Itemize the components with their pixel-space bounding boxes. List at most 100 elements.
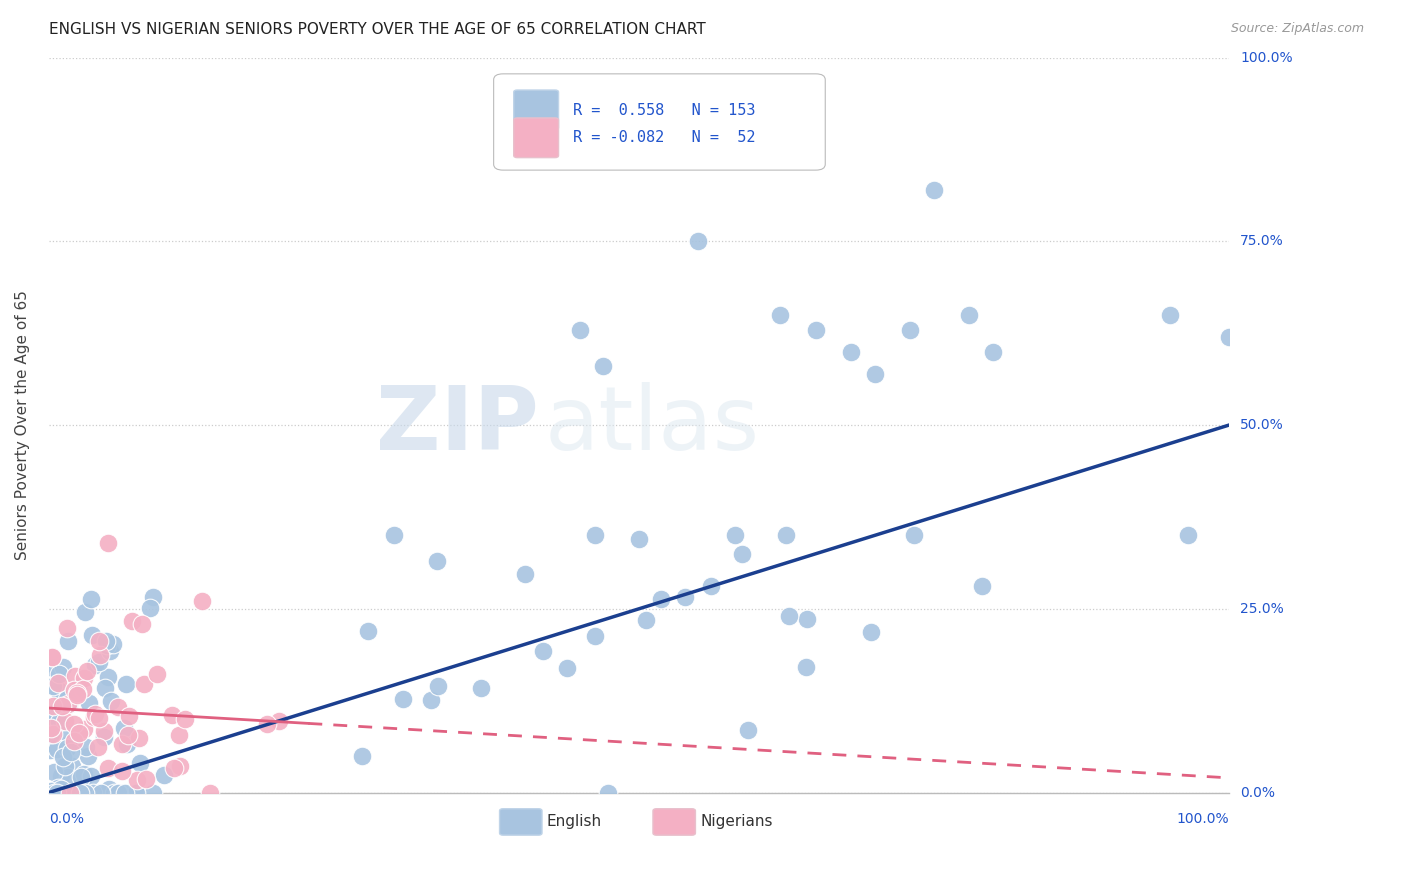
Text: 100.0%: 100.0%	[1240, 51, 1292, 65]
Point	[49, 769, 72, 783]
Point	[63, 734, 86, 748]
Text: Source: ZipAtlas.com: Source: ZipAtlas.com	[1230, 22, 1364, 36]
Point	[56, 786, 79, 800]
Point	[41, 786, 63, 800]
Point	[1159, 308, 1181, 322]
Point	[627, 532, 650, 546]
Point	[111, 738, 134, 752]
Point	[56, 634, 79, 648]
Point	[73, 779, 96, 793]
Point	[89, 786, 111, 800]
Point	[167, 727, 190, 741]
Point	[39, 708, 62, 723]
Point	[731, 547, 754, 561]
Point	[352, 748, 374, 763]
Point	[107, 786, 129, 800]
Point	[65, 669, 87, 683]
Point	[804, 322, 827, 336]
Point	[125, 773, 148, 788]
Point	[583, 528, 606, 542]
Point	[70, 786, 93, 800]
Point	[51, 786, 73, 800]
Point	[53, 759, 76, 773]
Point	[48, 667, 70, 681]
Point	[103, 637, 125, 651]
Point	[592, 359, 614, 374]
Point	[90, 786, 112, 800]
Point	[55, 621, 77, 635]
Point	[41, 722, 63, 736]
Point	[60, 745, 83, 759]
Point	[94, 633, 117, 648]
Point	[426, 554, 449, 568]
Point	[42, 716, 65, 731]
Point	[93, 724, 115, 739]
Point	[75, 605, 97, 619]
Point	[58, 697, 80, 711]
Point	[41, 661, 63, 675]
Point	[128, 731, 150, 745]
Point	[115, 738, 138, 752]
Point	[129, 756, 152, 770]
Point	[557, 661, 579, 675]
Point	[269, 714, 291, 728]
Point	[110, 786, 132, 800]
Point	[89, 633, 111, 648]
Point	[97, 760, 120, 774]
Point	[152, 767, 174, 781]
Point	[76, 749, 98, 764]
Point	[42, 786, 65, 800]
Point	[42, 727, 65, 741]
Point	[636, 614, 658, 628]
Point	[55, 691, 77, 706]
Point	[139, 600, 162, 615]
Text: 0.0%: 0.0%	[49, 812, 84, 826]
Point	[42, 708, 65, 723]
Point	[100, 694, 122, 708]
Point	[1218, 330, 1240, 344]
Point	[93, 730, 115, 744]
Point	[75, 786, 97, 800]
Text: English: English	[547, 814, 602, 830]
Text: 75.0%: 75.0%	[1240, 235, 1284, 248]
Point	[56, 697, 79, 711]
FancyBboxPatch shape	[499, 809, 543, 835]
Point	[55, 741, 77, 756]
Point	[922, 183, 945, 197]
Point	[38, 786, 60, 800]
Point	[41, 699, 63, 714]
Point	[131, 616, 153, 631]
Point	[427, 679, 450, 693]
Point	[83, 658, 105, 673]
Point	[53, 786, 76, 800]
Point	[79, 786, 101, 800]
Point	[775, 528, 797, 542]
Point	[42, 765, 65, 780]
Point	[392, 692, 415, 706]
Point	[73, 671, 96, 685]
Point	[39, 786, 62, 800]
Point	[839, 344, 862, 359]
Point	[96, 638, 118, 652]
Point	[903, 528, 925, 542]
Point	[898, 322, 921, 336]
Point	[1177, 528, 1199, 542]
Point	[69, 786, 91, 800]
Point	[46, 781, 69, 796]
Point	[125, 786, 148, 800]
Text: 50.0%: 50.0%	[1240, 418, 1284, 432]
Point	[63, 717, 86, 731]
Point	[41, 650, 63, 665]
Point	[51, 699, 73, 714]
Point	[191, 594, 214, 608]
FancyBboxPatch shape	[513, 118, 558, 158]
Point	[70, 771, 93, 785]
Point	[981, 344, 1004, 359]
Point	[97, 535, 120, 549]
Point	[76, 664, 98, 678]
Point	[73, 722, 96, 736]
Point	[114, 677, 136, 691]
Point	[114, 786, 136, 800]
Point	[513, 567, 536, 582]
Point	[73, 767, 96, 781]
